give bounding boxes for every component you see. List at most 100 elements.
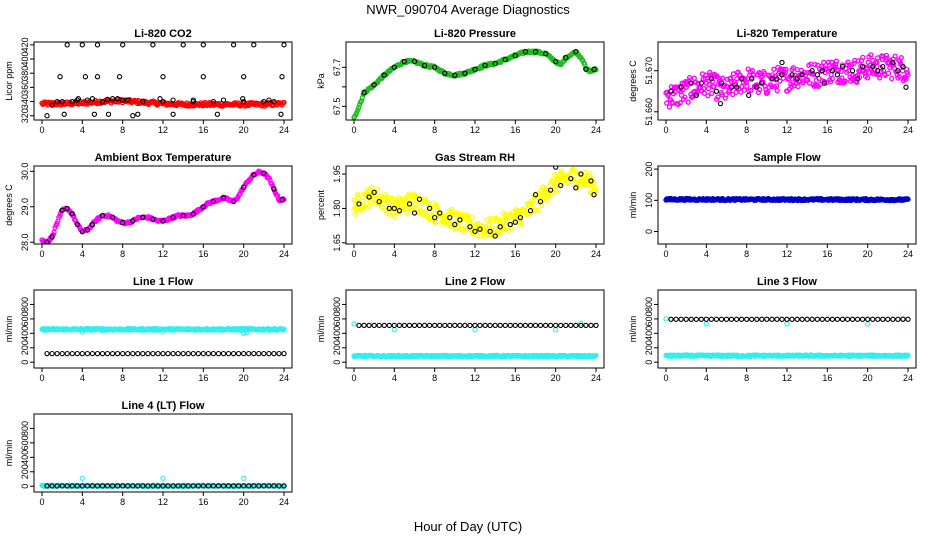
data-point (814, 72, 820, 78)
panel-5: Gas Stream RH 0 4 8 12 16 20 24 1.65 1.80 1.95 perc… (316, 152, 605, 259)
y-tick-label: 800 (20, 297, 30, 312)
data-point (462, 322, 468, 329)
x-tick-label: 4 (392, 249, 397, 259)
x-tick-label: 24 (279, 497, 289, 507)
data-point (504, 221, 510, 227)
data-point (769, 83, 775, 90)
panel-title: Gas Stream RH (435, 152, 515, 164)
data-point (733, 89, 739, 96)
data-point (703, 80, 710, 86)
data-point (170, 214, 176, 221)
data-point (472, 228, 478, 235)
data-point (794, 66, 801, 73)
y-tick-label: 67.5 (332, 98, 342, 116)
data-point (79, 350, 85, 357)
data-point (698, 80, 704, 86)
data-point (403, 201, 410, 207)
data-point (874, 59, 880, 66)
y-tick-label: 200 (20, 464, 30, 479)
data-point (678, 316, 684, 322)
data-point (883, 52, 890, 59)
data-point (868, 52, 874, 58)
data-point (558, 168, 565, 174)
y-tick-label: 200 (20, 340, 30, 355)
data-point (360, 198, 367, 204)
data-point (361, 90, 367, 96)
data-point (583, 322, 589, 329)
data-point (864, 75, 871, 81)
data-point (895, 316, 901, 322)
data-point (94, 74, 101, 80)
data-point (875, 68, 881, 74)
data-point (220, 483, 227, 489)
data-point (69, 483, 75, 489)
x-tick-label: 16 (510, 373, 520, 383)
data-point (905, 316, 911, 322)
data-point (804, 316, 810, 322)
data-point (225, 350, 232, 357)
data-point (578, 320, 584, 326)
data-point (458, 226, 464, 233)
data-point (838, 68, 844, 75)
panel-title: Sample Flow (753, 152, 821, 164)
y-tick-label: 1.95 (332, 165, 342, 183)
plot-area (39, 42, 287, 119)
data-point (356, 201, 362, 207)
data-point (356, 322, 362, 329)
panel-title: Line 2 Flow (445, 276, 505, 288)
data-point (428, 211, 435, 217)
data-point (477, 226, 483, 232)
x-tick-label: 20 (551, 249, 561, 259)
data-point (593, 352, 599, 359)
data-point (54, 350, 60, 357)
data-point (467, 219, 473, 225)
data-point (140, 350, 146, 357)
data-point (553, 322, 559, 329)
data-point (190, 211, 196, 217)
y-tick-label: 100 (644, 193, 654, 208)
data-point (678, 84, 684, 90)
x-tick-label: 12 (470, 125, 480, 135)
data-point (718, 80, 725, 86)
data-point (145, 350, 151, 357)
data-point (225, 483, 232, 489)
data-point (744, 316, 750, 322)
data-point (580, 57, 586, 64)
data-point (351, 321, 357, 327)
data-point (99, 483, 106, 489)
y-tick-label: 30.0 (20, 163, 30, 181)
data-point (79, 228, 85, 235)
data-point (386, 322, 392, 329)
data-point (432, 214, 438, 221)
data-point (200, 350, 206, 357)
y-axis-label: ml/min (628, 192, 638, 219)
data-point (860, 54, 866, 61)
data-point (824, 316, 830, 322)
data-point (771, 66, 777, 72)
data-point (784, 316, 790, 322)
data-point (391, 205, 397, 212)
data-point (844, 316, 851, 322)
data-point (889, 75, 895, 82)
data-point (281, 99, 287, 106)
x-tick-label: 12 (782, 125, 792, 135)
data-point (537, 198, 544, 205)
data-point (826, 62, 832, 68)
data-point (140, 98, 146, 105)
data-point (279, 74, 285, 80)
plot-area (351, 166, 599, 240)
data-point (240, 96, 246, 102)
data-point (865, 316, 871, 322)
data-point (890, 59, 896, 66)
data-point (467, 224, 473, 230)
data-point (693, 92, 699, 99)
x-tick-label: 20 (239, 373, 249, 383)
data-point (69, 98, 75, 105)
data-point (69, 211, 75, 217)
y-tick-label: 600 (20, 435, 30, 450)
data-point (705, 85, 712, 92)
data-point (109, 483, 116, 489)
